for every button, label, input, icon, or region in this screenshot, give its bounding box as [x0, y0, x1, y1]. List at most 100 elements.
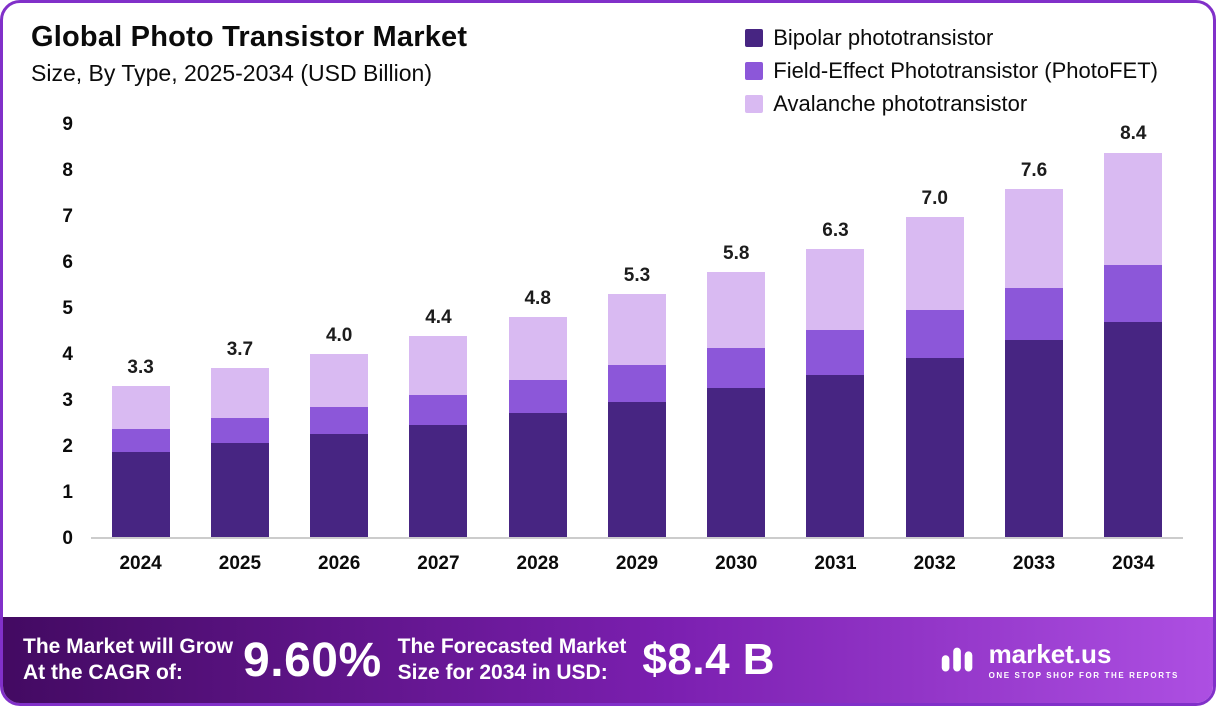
bar-segment: [310, 406, 369, 434]
bar-segment: [905, 216, 964, 310]
marketus-logo-icon: [941, 647, 972, 672]
forecast-value: $8.4 B: [642, 635, 776, 684]
x-axis-label: 2028: [516, 553, 559, 574]
x-axis-label: 2032: [913, 553, 956, 574]
bar-stack: [190, 125, 289, 537]
bar-column: 7.0: [885, 125, 984, 537]
bar-segment: [210, 367, 269, 418]
text-line: The Market will Grow: [23, 635, 234, 659]
bar-segment: [111, 385, 170, 430]
bar-segment: [310, 434, 369, 537]
bar-segment: [409, 335, 468, 396]
y-tick-label: 7: [62, 206, 73, 227]
legend-item: Avalanche phototransistor: [745, 91, 1158, 117]
bar-column: 5.3: [587, 125, 686, 537]
bar-segment: [409, 395, 468, 425]
bar-column: 4.4: [389, 125, 488, 537]
bar-column: 8.4: [1084, 123, 1183, 537]
x-axis-label: 2030: [715, 553, 758, 574]
y-tick-label: 6: [62, 252, 73, 274]
bar-stack: [91, 125, 190, 537]
chart-row: 0 1 2 3 4 5 6 7 8 9 3.3 3.7 4.0 4.4 4.8 5.3 5.8 6.3 7.0 7.…: [33, 114, 1183, 549]
bar-segment: [210, 417, 269, 444]
page-title: Global Photo Transistor Market: [31, 21, 468, 53]
legend-label: Field-Effect Phototransistor (PhotoFET): [773, 58, 1158, 83]
text-line: The Forecasted Market: [397, 635, 627, 659]
legend-item: Field-Effect Phototransistor (PhotoFET): [745, 58, 1158, 84]
bar-total-label: 3.3: [127, 356, 154, 378]
bar-stack: [687, 125, 786, 537]
bar-total-label: 7.6: [1020, 160, 1048, 182]
bar-segment: [607, 401, 666, 537]
bar-column: 4.0: [290, 125, 389, 537]
legend-swatch: [745, 29, 764, 47]
chart-area: 0 1 2 3 4 5 6 7 8 9 3.3 3.7 4.0 4.4 4.8 5.3 5.8 6.3 7.0 7.…: [33, 114, 1183, 575]
bar-stack: [885, 125, 984, 537]
y-tick-label: 1: [62, 482, 73, 504]
cagr-label: The Market will Grow At the CAGR of:: [23, 634, 233, 685]
bar-segment: [707, 388, 766, 537]
bar-stack: [587, 125, 686, 537]
logo-text-block: market.us ONE STOP SHOP FOR THE REPORTS: [989, 641, 1179, 680]
y-axis: 0 1 2 3 4 5 6 7 8 9: [33, 114, 91, 549]
x-axis-label: 2031: [814, 553, 857, 574]
bar-segment: [508, 317, 567, 381]
bar-stack: [786, 125, 885, 537]
bar-segment: [806, 330, 865, 375]
bar-total-label: 5.3: [623, 265, 651, 287]
plot-area: 3.3 3.7 4.0 4.4 4.8 5.3 5.8 6.3 7.0 7.6 8.4: [91, 123, 1183, 539]
bar-total-label: 4.8: [524, 288, 551, 310]
page-subtitle: Size, By Type, 2025-2034 (USD Billion): [31, 60, 432, 86]
y-tick-label: 5: [62, 298, 73, 319]
legend-label: Avalanche phototransistor: [773, 91, 1028, 116]
y-tick-label: 0: [62, 528, 73, 549]
legend-swatch: [745, 95, 764, 113]
x-axis-label: 2033: [1012, 553, 1056, 574]
bar-total-label: 8.4: [1120, 123, 1147, 145]
bar-segment: [1104, 152, 1163, 265]
x-axis-label: 2024: [119, 553, 162, 574]
bar-segment: [607, 365, 666, 402]
bar-segment: [1005, 340, 1064, 537]
bar-stack: [290, 125, 389, 537]
bar-segment: [310, 353, 369, 407]
y-tick-label: 3: [62, 390, 73, 412]
x-axis-label: 2029: [615, 553, 659, 574]
bar-segment: [210, 443, 269, 537]
bar-column: 6.3: [786, 125, 885, 537]
title-block: Global Photo Transistor Market Size, By …: [31, 21, 467, 87]
bar-segment: [607, 294, 666, 366]
legend: Bipolar phototransistor Field-Effect Phot…: [745, 21, 1158, 117]
bar-column: 3.3: [91, 125, 190, 537]
bar-segment: [111, 429, 170, 453]
bar-segment: [806, 374, 865, 537]
bar-segment: [1104, 321, 1163, 537]
bar-segment: [1104, 264, 1163, 322]
bar-column: 5.8: [687, 125, 786, 537]
bar-total-label: 4.0: [325, 324, 353, 346]
bar-segment: [1005, 287, 1064, 341]
marketus-logo: market.us ONE STOP SHOP FOR THE REPORTS: [937, 639, 1193, 681]
bar-total-label: 6.3: [822, 219, 849, 241]
bar-segment: [707, 271, 766, 349]
x-axis-label: 2027: [417, 553, 460, 574]
legend-item: Bipolar phototransistor: [745, 25, 1158, 51]
text-line: At the CAGR of:: [23, 661, 183, 684]
bar-stack: [389, 125, 488, 537]
footer-banner: The Market will Grow At the CAGR of: 9.6…: [3, 617, 1213, 703]
bar-total-label: 3.7: [226, 338, 254, 360]
text-line: Size for 2034 in USD:: [397, 661, 608, 684]
bar-segment: [806, 248, 865, 331]
bar-total-label: 5.8: [723, 242, 750, 264]
bar-stack: [488, 125, 587, 537]
chart-header: Global Photo Transistor Market Size, By …: [3, 3, 1213, 117]
legend-label: Bipolar phototransistor: [773, 25, 994, 50]
logo-tagline: ONE STOP SHOP FOR THE REPORTS: [988, 670, 1179, 680]
logo-text: market.us: [988, 638, 1112, 669]
bar-stack: [1084, 125, 1183, 537]
y-tick-label: 8: [62, 160, 73, 182]
x-axis: 2024 2025 2026 2027 2028 2029 2030 2031 2032 2033…: [91, 553, 1183, 575]
bar-segment: [409, 424, 468, 537]
y-tick-label: 9: [62, 114, 73, 135]
